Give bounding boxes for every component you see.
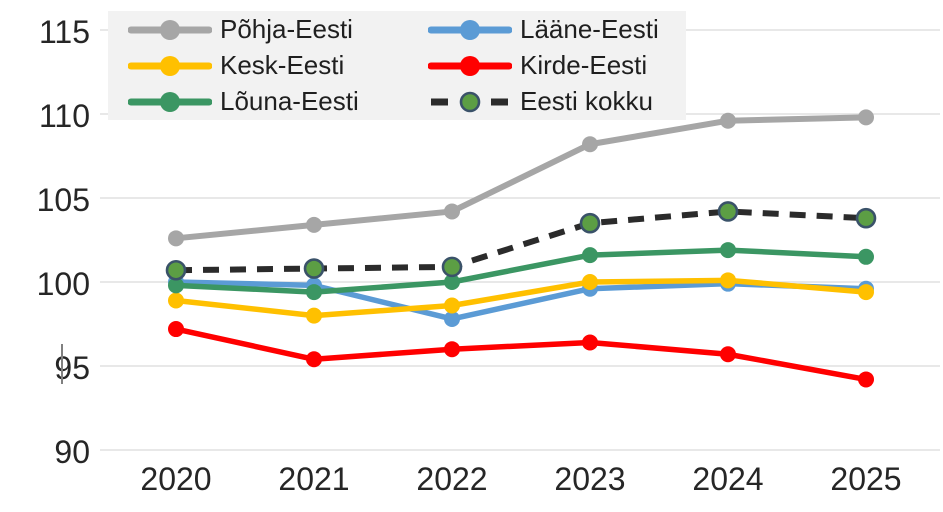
legend-swatch-line-icon xyxy=(128,19,212,40)
data-point-marker xyxy=(582,136,598,153)
y-tick-label: 110 xyxy=(38,98,90,134)
legend-label: Põhja-Eesti xyxy=(220,13,353,44)
y-tick-label: 90 xyxy=(54,434,90,470)
data-point-marker xyxy=(168,230,184,247)
x-tick-label: 2020 xyxy=(140,461,212,497)
legend-label: Lõuna-Eesti xyxy=(220,85,359,116)
data-point-marker xyxy=(579,212,601,234)
legend-swatch-line-icon xyxy=(128,55,212,76)
data-point-marker xyxy=(858,109,874,126)
legend-swatch-line-icon xyxy=(428,19,512,40)
data-point-marker xyxy=(717,201,739,222)
data-point-marker xyxy=(444,297,460,314)
x-tick-label: 2022 xyxy=(416,461,488,497)
legend-swatch-line-icon xyxy=(428,55,512,76)
data-point-marker xyxy=(582,334,598,351)
series-line-4 xyxy=(173,247,869,295)
y-tick-label: 115 xyxy=(38,14,90,50)
data-point-marker xyxy=(858,284,874,301)
x-tick-label: 2024 xyxy=(692,461,764,497)
legend-item-kesk-eesti: Kesk-Eesti xyxy=(128,48,428,84)
legend-item-laane-eesti: Lääne-Eesti xyxy=(428,12,706,48)
legend-label: Lääne-Eesti xyxy=(520,13,659,44)
data-point-marker xyxy=(582,247,598,264)
data-point-marker xyxy=(441,256,463,278)
data-point-marker xyxy=(858,371,874,388)
data-point-marker xyxy=(444,310,460,327)
data-point-marker xyxy=(720,346,736,363)
data-point-marker xyxy=(444,274,460,290)
data-point-marker xyxy=(303,258,325,279)
data-point-marker xyxy=(168,321,184,338)
legend-label: Eesti kokku xyxy=(520,85,653,116)
y-tick-label: 95 xyxy=(54,350,90,386)
x-tick-label: 2025 xyxy=(830,461,902,497)
data-point-marker xyxy=(720,112,736,129)
series-line-5 xyxy=(175,208,867,274)
data-point-marker xyxy=(168,292,184,309)
series-line-3 xyxy=(173,326,869,383)
cursor-artifact xyxy=(61,344,63,384)
legend-item-eesti-kokku: Eesti kokku xyxy=(428,84,706,120)
data-point-marker xyxy=(858,248,874,265)
y-tick-label: 105 xyxy=(36,182,90,218)
data-point-marker xyxy=(855,207,877,229)
data-point-marker xyxy=(306,351,322,368)
legend-label: Kirde-Eesti xyxy=(520,49,648,80)
series-line-2 xyxy=(173,277,869,319)
data-point-marker xyxy=(582,274,598,290)
legend-item-pohja-eesti: Põhja-Eesti xyxy=(128,12,428,48)
data-point-marker xyxy=(720,242,736,259)
data-point-marker xyxy=(306,216,322,233)
y-tick-label: 100 xyxy=(36,266,90,302)
data-point-marker xyxy=(306,307,322,324)
legend-item-kirde-eesti: Kirde-Eesti xyxy=(428,48,706,84)
data-point-marker xyxy=(720,272,736,289)
data-point-marker xyxy=(306,284,322,301)
x-tick-label: 2021 xyxy=(278,461,350,497)
chart-legend: Põhja-Eesti Lääne-Eesti Kesk-Eesti Kirde… xyxy=(108,11,686,120)
legend-label: Kesk-Eesti xyxy=(220,49,345,80)
data-point-marker xyxy=(168,277,184,294)
series-line-0 xyxy=(173,114,869,242)
legend-swatch-line-icon xyxy=(128,91,212,112)
legend-swatch-dashed-line-icon xyxy=(431,91,509,112)
legend-item-louna-eesti: Lõuna-Eesti xyxy=(128,84,428,120)
data-point-marker xyxy=(165,259,187,281)
x-tick-label: 2023 xyxy=(554,461,626,497)
data-point-marker xyxy=(444,341,460,358)
data-point-marker xyxy=(444,203,460,220)
